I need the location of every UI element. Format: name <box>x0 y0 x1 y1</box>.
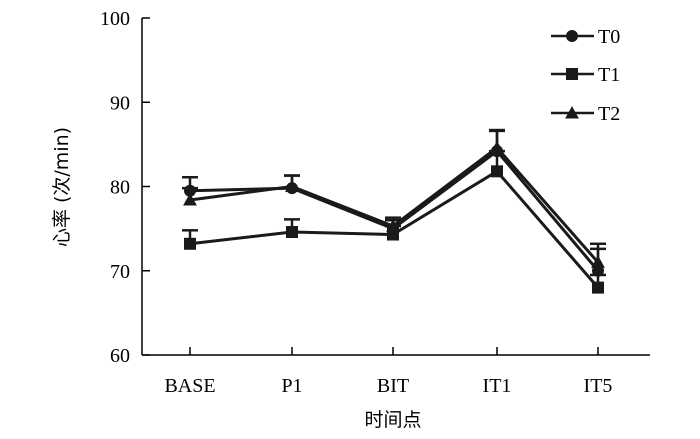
data-point <box>286 225 298 238</box>
legend: T0 T1 T2 <box>551 26 620 125</box>
series-layer <box>182 128 606 294</box>
data-point <box>184 237 196 250</box>
series-line <box>189 146 600 264</box>
x-tick-label: P1 <box>281 375 302 397</box>
y-ticks: 60 70 80 90 100 <box>100 8 150 367</box>
legend-marker <box>566 68 578 80</box>
x-tick-label: IT1 <box>483 375 512 397</box>
data-point <box>183 193 197 206</box>
y-tick-label: 80 <box>110 177 130 199</box>
data-point <box>491 165 503 178</box>
legend-marker <box>566 30 578 42</box>
legend-label: T2 <box>598 103 620 125</box>
legend-item-T1: T1 <box>551 64 620 86</box>
data-point <box>591 255 605 268</box>
x-axis-title: 时间点 <box>364 409 421 431</box>
legend-label: T0 <box>598 26 620 48</box>
x-tick-label: BASE <box>164 375 215 397</box>
series-line <box>189 149 600 272</box>
data-point <box>386 219 400 232</box>
data-point <box>592 281 604 294</box>
series-T2 <box>182 128 606 268</box>
data-point <box>490 140 504 154</box>
data-point <box>285 179 299 193</box>
x-tick-label: IT5 <box>584 375 613 397</box>
y-axis-title: 心率 (次/min) <box>51 127 73 247</box>
x-ticks: BASE P1 BIT IT1 IT5 <box>164 347 612 397</box>
legend-label: T1 <box>598 64 620 86</box>
y-tick-label: 90 <box>110 92 130 114</box>
legend-item-T2: T2 <box>551 103 620 125</box>
x-tick-label: BIT <box>377 375 409 397</box>
series-T0 <box>182 129 606 277</box>
y-tick-label: 100 <box>100 8 130 30</box>
y-tick-label: 60 <box>110 345 130 367</box>
legend-marker <box>565 106 579 119</box>
legend-item-T0: T0 <box>551 26 620 48</box>
y-tick-label: 70 <box>110 261 130 283</box>
